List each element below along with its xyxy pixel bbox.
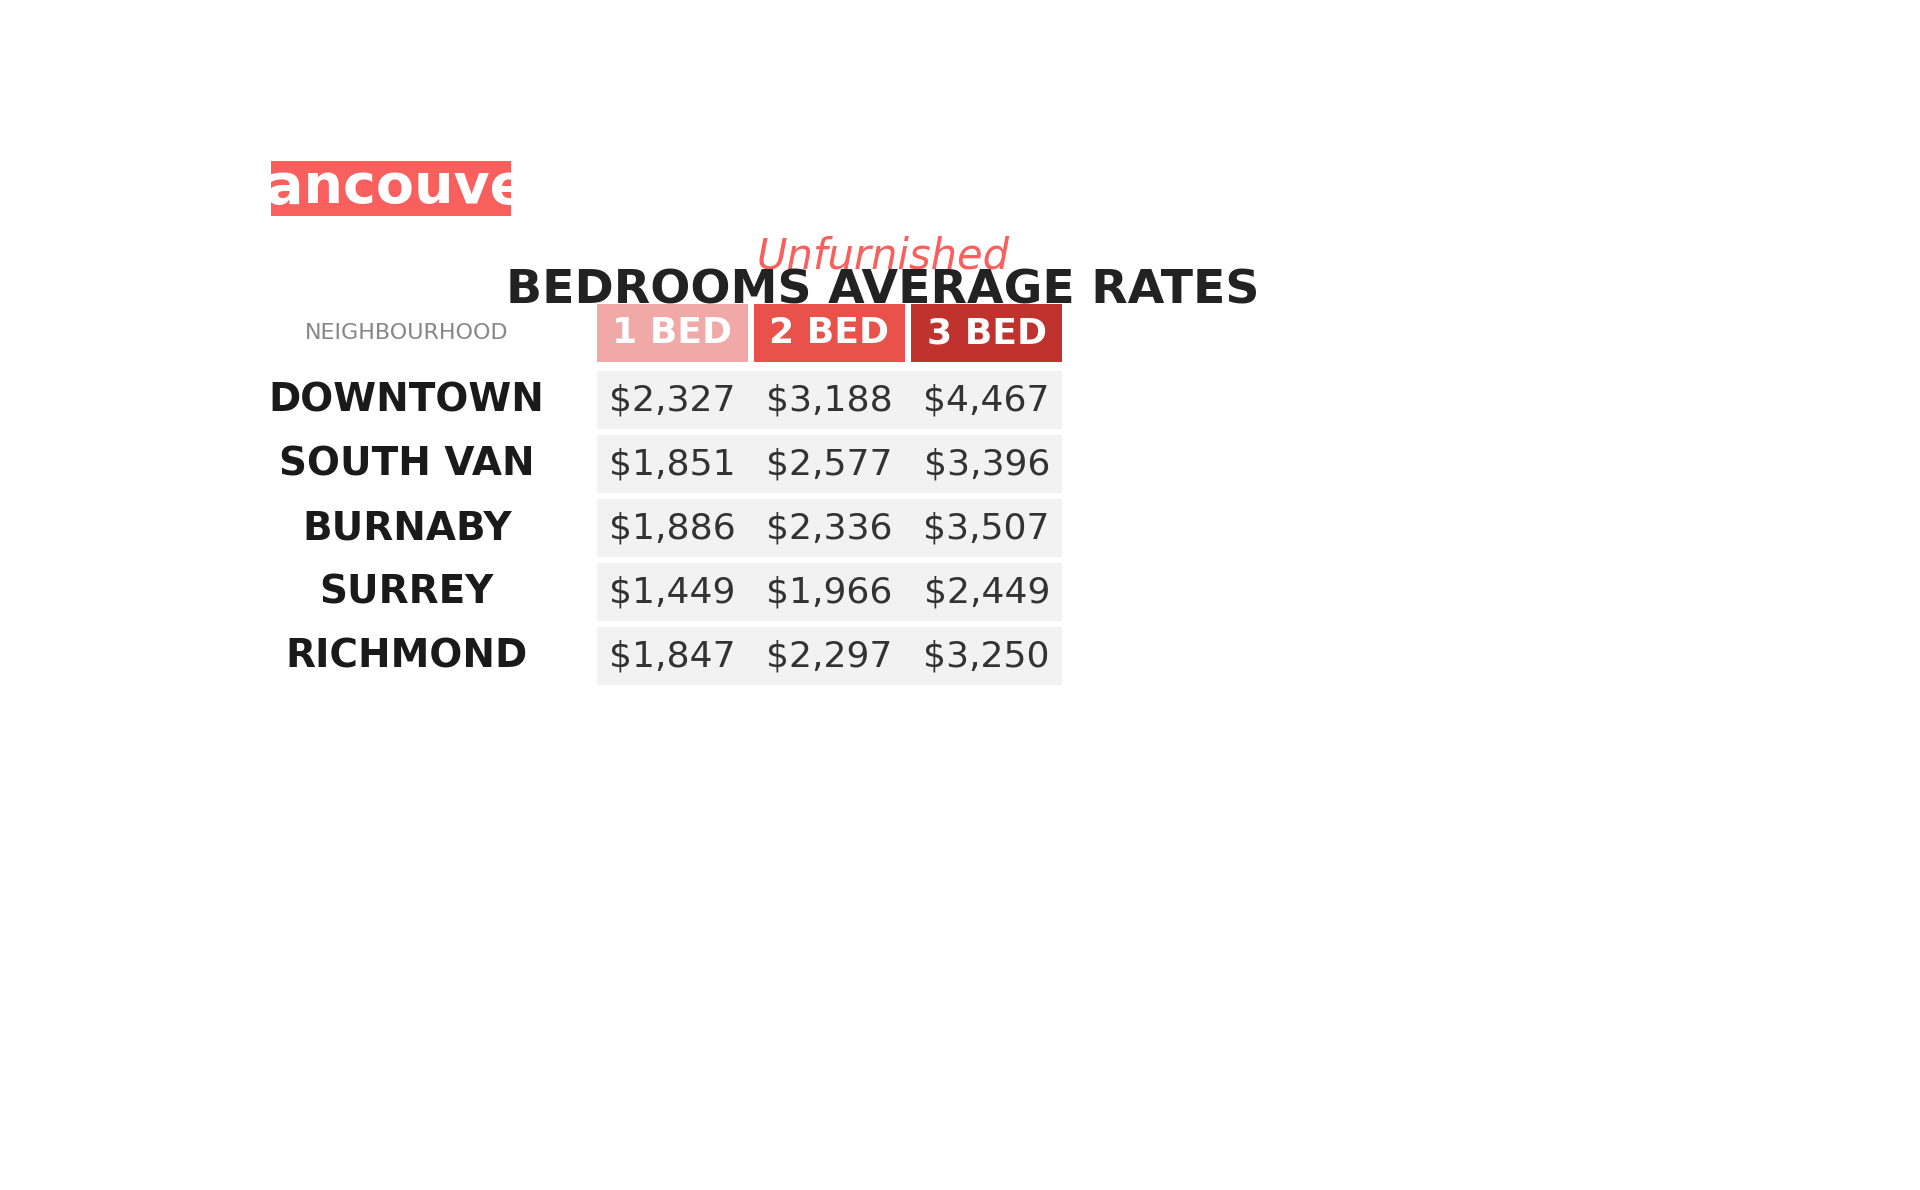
Text: $1,851: $1,851 <box>609 447 735 481</box>
Text: $4,467: $4,467 <box>924 383 1050 418</box>
Text: $3,188: $3,188 <box>766 383 893 418</box>
Text: $1,966: $1,966 <box>766 575 893 609</box>
Text: 1 BED: 1 BED <box>612 317 732 350</box>
FancyBboxPatch shape <box>597 305 747 362</box>
Text: 3 BED: 3 BED <box>927 317 1046 350</box>
Text: $1,886: $1,886 <box>609 512 735 545</box>
Text: $1,847: $1,847 <box>609 639 735 674</box>
Text: $3,396: $3,396 <box>924 447 1050 481</box>
Text: $2,297: $2,297 <box>766 639 893 674</box>
FancyBboxPatch shape <box>912 305 1062 362</box>
Text: 2 BED: 2 BED <box>770 317 889 350</box>
Text: $2,336: $2,336 <box>766 512 893 545</box>
FancyBboxPatch shape <box>597 627 1062 685</box>
Text: $1,449: $1,449 <box>609 575 735 609</box>
Text: BURNABY: BURNABY <box>301 509 511 547</box>
Text: $3,250: $3,250 <box>924 639 1050 674</box>
FancyBboxPatch shape <box>597 436 1062 493</box>
FancyBboxPatch shape <box>597 563 1062 621</box>
Text: DOWNTOWN: DOWNTOWN <box>269 381 545 419</box>
Text: RICHMOND: RICHMOND <box>286 637 528 675</box>
Text: NEIGHBOURHOOD: NEIGHBOURHOOD <box>305 324 509 344</box>
FancyBboxPatch shape <box>271 161 511 215</box>
Text: $2,449: $2,449 <box>924 575 1050 609</box>
Text: $2,327: $2,327 <box>609 383 735 418</box>
FancyBboxPatch shape <box>597 500 1062 557</box>
Text: $2,577: $2,577 <box>766 447 893 481</box>
Text: Unfurnished: Unfurnished <box>756 236 1010 277</box>
FancyBboxPatch shape <box>755 305 904 362</box>
Text: Vancouver: Vancouver <box>227 161 555 215</box>
Text: $3,507: $3,507 <box>924 512 1050 545</box>
Text: BEDROOMS AVERAGE RATES: BEDROOMS AVERAGE RATES <box>507 269 1260 314</box>
Text: SURREY: SURREY <box>319 574 493 612</box>
Text: SOUTH VAN: SOUTH VAN <box>278 445 534 483</box>
FancyBboxPatch shape <box>597 371 1062 430</box>
